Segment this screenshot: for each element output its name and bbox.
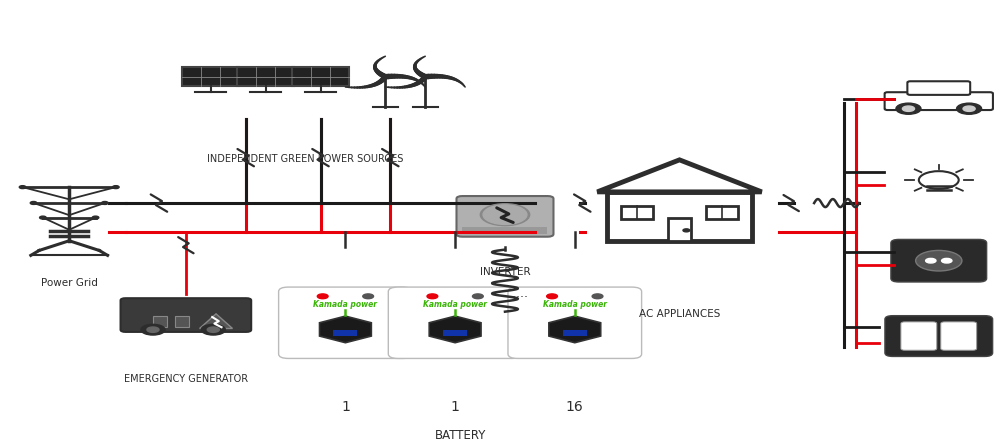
FancyBboxPatch shape (907, 81, 970, 95)
FancyBboxPatch shape (279, 287, 412, 358)
Text: Kamada power: Kamada power (423, 300, 487, 309)
FancyBboxPatch shape (941, 322, 977, 350)
FancyBboxPatch shape (175, 316, 189, 327)
FancyBboxPatch shape (237, 67, 294, 87)
FancyBboxPatch shape (508, 287, 642, 358)
FancyBboxPatch shape (901, 322, 937, 350)
Circle shape (472, 294, 483, 299)
FancyBboxPatch shape (885, 316, 993, 356)
Circle shape (141, 325, 165, 335)
Polygon shape (549, 316, 601, 343)
Circle shape (92, 216, 99, 219)
FancyBboxPatch shape (885, 92, 993, 110)
FancyBboxPatch shape (292, 67, 349, 87)
Circle shape (942, 258, 952, 263)
FancyBboxPatch shape (607, 192, 752, 241)
Circle shape (427, 294, 438, 299)
Text: INVERTER: INVERTER (480, 267, 530, 277)
Circle shape (957, 103, 982, 114)
Text: .......: ....... (501, 287, 529, 300)
Text: EMERGENCY GENERATOR: EMERGENCY GENERATOR (124, 374, 248, 384)
FancyBboxPatch shape (563, 330, 587, 336)
Circle shape (592, 294, 603, 299)
Circle shape (902, 106, 915, 111)
Circle shape (19, 186, 26, 189)
Circle shape (963, 106, 975, 111)
Circle shape (683, 229, 690, 232)
Circle shape (147, 327, 159, 333)
FancyBboxPatch shape (443, 330, 467, 336)
Circle shape (207, 327, 219, 333)
Text: Kamada power: Kamada power (313, 300, 377, 309)
FancyBboxPatch shape (891, 240, 987, 282)
Circle shape (113, 186, 119, 189)
Text: 16: 16 (566, 401, 584, 414)
Circle shape (919, 171, 959, 189)
Circle shape (40, 216, 46, 219)
FancyBboxPatch shape (333, 330, 357, 336)
Circle shape (317, 294, 328, 299)
Circle shape (916, 250, 962, 271)
Circle shape (896, 103, 921, 114)
FancyBboxPatch shape (621, 206, 653, 219)
Polygon shape (200, 314, 232, 329)
Circle shape (30, 202, 37, 204)
Circle shape (201, 325, 225, 335)
FancyBboxPatch shape (456, 196, 553, 237)
FancyBboxPatch shape (706, 206, 738, 219)
FancyBboxPatch shape (668, 218, 691, 241)
Polygon shape (320, 316, 371, 343)
Circle shape (102, 202, 108, 204)
Text: BATTERY: BATTERY (434, 429, 486, 442)
Text: 1: 1 (341, 401, 350, 414)
Text: 1: 1 (451, 401, 460, 414)
FancyBboxPatch shape (121, 298, 251, 332)
Text: AC APPLIANCES: AC APPLIANCES (639, 309, 720, 320)
Circle shape (382, 75, 389, 78)
Circle shape (480, 204, 530, 226)
Circle shape (926, 258, 936, 263)
Text: INDEPENDENT GREEN POWER SOURCES: INDEPENDENT GREEN POWER SOURCES (207, 154, 404, 164)
Circle shape (547, 294, 557, 299)
FancyBboxPatch shape (182, 67, 239, 87)
Polygon shape (597, 160, 762, 192)
Circle shape (422, 75, 429, 78)
Polygon shape (429, 316, 481, 343)
FancyBboxPatch shape (462, 227, 547, 234)
Circle shape (363, 294, 374, 299)
FancyBboxPatch shape (388, 287, 522, 358)
Text: Kamada power: Kamada power (543, 300, 607, 309)
Text: Power Grid: Power Grid (41, 278, 98, 288)
FancyBboxPatch shape (153, 316, 167, 327)
Circle shape (483, 205, 527, 224)
